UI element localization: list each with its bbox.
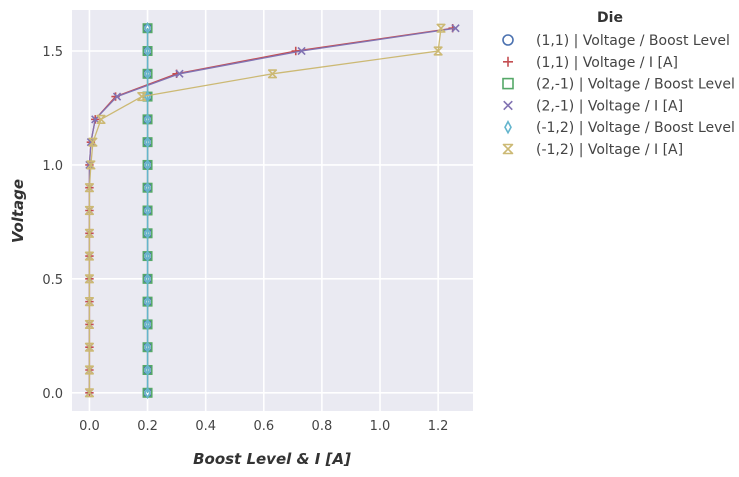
data-point bbox=[84, 297, 95, 307]
data-point bbox=[144, 318, 151, 331]
data-point bbox=[84, 319, 95, 329]
data-point bbox=[144, 363, 151, 377]
data-point bbox=[503, 56, 513, 67]
data-point bbox=[85, 160, 94, 170]
data-point bbox=[144, 226, 151, 240]
data-point bbox=[84, 342, 95, 352]
x-tick-label: 0.4 bbox=[195, 419, 216, 434]
data-point bbox=[504, 120, 512, 135]
data-point bbox=[84, 365, 95, 375]
legend-title: Die bbox=[597, 10, 623, 26]
data-point bbox=[144, 295, 151, 308]
data-point bbox=[84, 183, 95, 193]
data-point bbox=[144, 44, 151, 58]
x-tick-label: 0.0 bbox=[79, 419, 100, 434]
legend-entry: (2,-1) | Voltage / I [A] bbox=[503, 98, 683, 114]
x-tick-label: 0.8 bbox=[312, 419, 333, 434]
x-tick-label: 1.2 bbox=[428, 419, 449, 434]
data-point bbox=[502, 143, 514, 155]
data-point bbox=[144, 67, 151, 81]
data-point bbox=[144, 272, 151, 286]
data-point bbox=[84, 274, 95, 284]
legend-label: (-1,2) | Voltage / I [A] bbox=[536, 142, 683, 158]
y-tick-label: 1.5 bbox=[42, 45, 63, 60]
data-point bbox=[144, 181, 151, 195]
series bbox=[84, 23, 446, 398]
data-point bbox=[137, 91, 147, 102]
data-point bbox=[144, 135, 151, 149]
data-point bbox=[144, 249, 151, 263]
legend-label: (2,-1) | Voltage / Boost Level bbox=[536, 77, 735, 93]
y-tick-labels: 0.0 0.5 1.0 1.5 bbox=[42, 45, 63, 402]
x-tick-label: 0.6 bbox=[253, 419, 274, 434]
legend-label: (1,1) | Voltage / I [A] bbox=[536, 55, 678, 71]
data-point bbox=[297, 46, 306, 56]
data-point bbox=[144, 21, 151, 35]
data-point bbox=[112, 92, 122, 101]
x-tick-labels: 0.0 0.2 0.4 0.6 0.8 1.0 1.2 bbox=[79, 419, 448, 434]
legend: Die (1,1) | Voltage / Boost Level (1,1) |… bbox=[502, 10, 735, 158]
data-point bbox=[433, 46, 443, 56]
data-point bbox=[144, 113, 151, 126]
data-point bbox=[436, 23, 446, 33]
legend-entry: (-1,2) | Voltage / I [A] bbox=[502, 142, 683, 158]
data-point bbox=[451, 24, 460, 33]
y-tick-label: 0.5 bbox=[42, 273, 63, 288]
legend-label: (-1,2) | Voltage / Boost Level bbox=[536, 120, 735, 136]
legend-entry: (1,1) | Voltage / I [A] bbox=[503, 55, 678, 71]
y-axis-label: Voltage bbox=[9, 179, 27, 243]
data-point bbox=[88, 137, 98, 147]
data-point bbox=[96, 114, 106, 124]
data-point bbox=[144, 158, 151, 172]
data-point bbox=[175, 69, 184, 78]
data-point bbox=[503, 100, 513, 111]
legend-entry: (1,1) | Voltage / Boost Level bbox=[502, 33, 730, 49]
series-layer bbox=[84, 21, 460, 400]
data-point bbox=[144, 204, 151, 217]
data-point bbox=[267, 69, 278, 79]
series bbox=[144, 21, 151, 400]
y-tick-label: 0.0 bbox=[42, 387, 63, 402]
data-point bbox=[502, 77, 514, 90]
data-point bbox=[502, 34, 514, 46]
y-tick-label: 1.0 bbox=[42, 159, 63, 174]
data-point bbox=[84, 228, 95, 238]
legend-label: (2,-1) | Voltage / I [A] bbox=[536, 98, 683, 114]
data-point bbox=[144, 386, 151, 400]
data-point bbox=[84, 251, 95, 261]
x-axis-label: Boost Level & I [A] bbox=[193, 450, 351, 468]
data-point bbox=[84, 205, 95, 216]
x-tick-label: 1.0 bbox=[370, 419, 391, 434]
legend-label: (1,1) | Voltage / Boost Level bbox=[536, 33, 730, 49]
x-tick-label: 0.2 bbox=[137, 419, 158, 434]
legend-entry: (2,-1) | Voltage / Boost Level bbox=[502, 77, 735, 93]
data-point bbox=[144, 340, 151, 354]
legend-entry: (-1,2) | Voltage / Boost Level bbox=[504, 120, 735, 136]
data-point bbox=[84, 388, 95, 398]
data-point bbox=[86, 160, 96, 170]
